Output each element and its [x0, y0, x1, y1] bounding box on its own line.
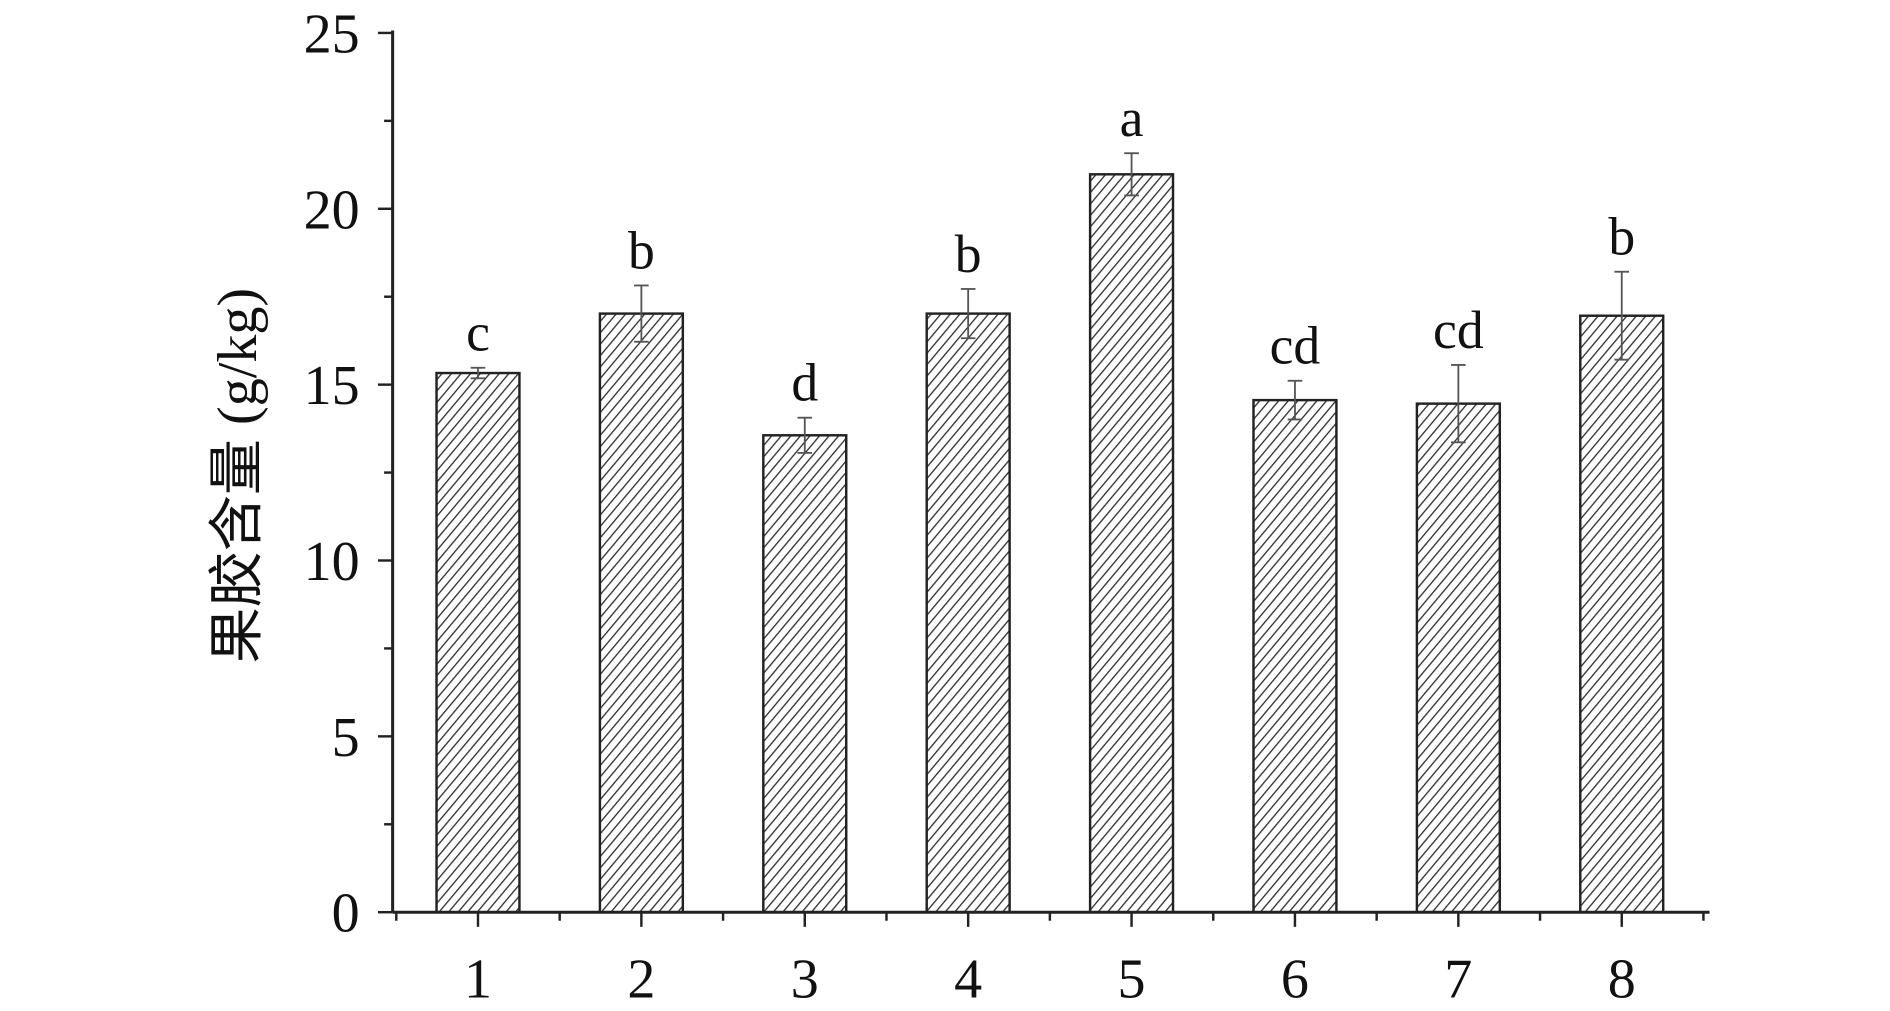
y-tick-label: 15 [304, 355, 360, 417]
bar-6 [1252, 398, 1338, 914]
error-bar-3 [797, 416, 813, 454]
significance-label: cd [1433, 300, 1484, 360]
bar-3 [762, 434, 848, 914]
error-bar-1 [470, 366, 486, 380]
bar-4 [925, 312, 1011, 914]
x-tick-label: 8 [1608, 949, 1636, 1011]
significance-label: b [955, 224, 982, 284]
significance-label: d [791, 353, 818, 413]
error-bar-8 [1614, 270, 1630, 361]
x-tick-label: 3 [791, 949, 819, 1011]
error-bar-2 [634, 284, 649, 343]
x-tick-label: 6 [1281, 949, 1309, 1011]
bar-2 [598, 312, 685, 914]
y-tick-label: 5 [332, 707, 360, 769]
bar-8 [1579, 314, 1665, 914]
x-tick-label: 2 [627, 949, 655, 1011]
error-bar-7 [1451, 364, 1466, 444]
significance-label: b [628, 220, 655, 280]
significance-label: b [1608, 207, 1635, 267]
y-tick-label: 20 [304, 179, 360, 241]
x-tick-label: 7 [1444, 949, 1472, 1011]
x-tick-label: 5 [1118, 949, 1146, 1011]
error-bar-5 [1124, 152, 1139, 197]
error-bar-6 [1287, 379, 1303, 421]
y-tick-label: 25 [304, 3, 360, 65]
bar-1 [435, 371, 521, 914]
x-tick-label: 4 [954, 949, 982, 1011]
y-tick-label: 0 [332, 883, 360, 945]
bar-5 [1088, 173, 1175, 914]
significance-label: a [1120, 88, 1144, 148]
significance-label: cd [1270, 316, 1321, 376]
significance-label: c [466, 303, 490, 363]
x-tick-label: 1 [464, 949, 492, 1011]
error-bar-4 [960, 288, 976, 340]
y-axis-label: 果胶含量 (g/kg) [207, 288, 269, 663]
y-tick-label: 10 [304, 531, 360, 593]
bar-7 [1415, 402, 1502, 914]
